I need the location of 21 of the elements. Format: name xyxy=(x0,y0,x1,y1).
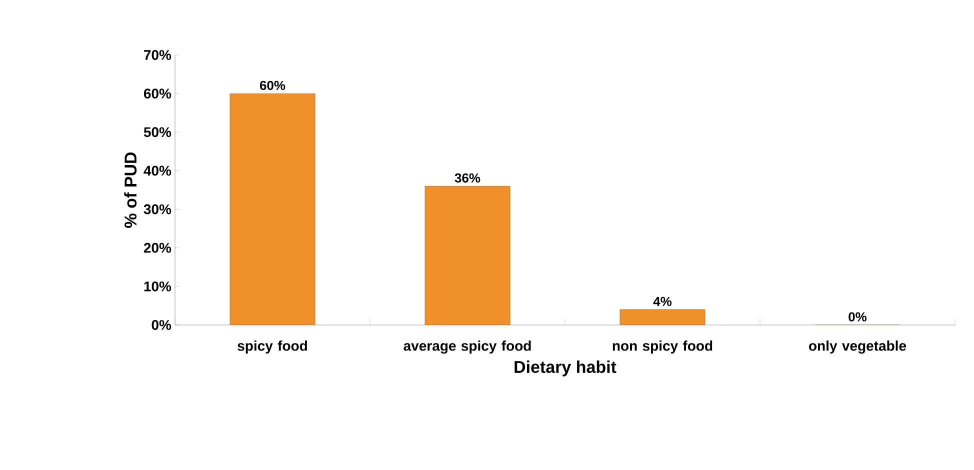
x-axis-title: Dietary habit xyxy=(514,360,616,376)
x-tick-label: spicy food xyxy=(238,340,307,354)
y-tick-label: 30% xyxy=(144,204,172,214)
y-tick-label: 40% xyxy=(144,166,172,176)
y-tick-label: 10% xyxy=(144,281,172,292)
y-tick-label: 0% xyxy=(152,320,172,330)
bar xyxy=(230,93,316,325)
data-label: 4% xyxy=(653,296,672,306)
bar xyxy=(424,186,510,325)
y-axis-title: % of PUD xyxy=(124,152,137,228)
y-tick-label: 50% xyxy=(144,127,172,138)
data-label: 0% xyxy=(848,312,867,322)
x-tick-label: non spicy food xyxy=(612,340,712,354)
y-tick-label: 20% xyxy=(144,242,172,253)
x-tick-label: only vegetable xyxy=(809,340,906,354)
data-label: 36% xyxy=(454,173,480,183)
data-label: 60% xyxy=(260,80,286,90)
bar xyxy=(620,309,706,325)
x-tick-label: average spicy food xyxy=(404,340,531,354)
y-tick-label: 60% xyxy=(144,88,172,99)
y-tick-label: 70% xyxy=(144,50,172,60)
